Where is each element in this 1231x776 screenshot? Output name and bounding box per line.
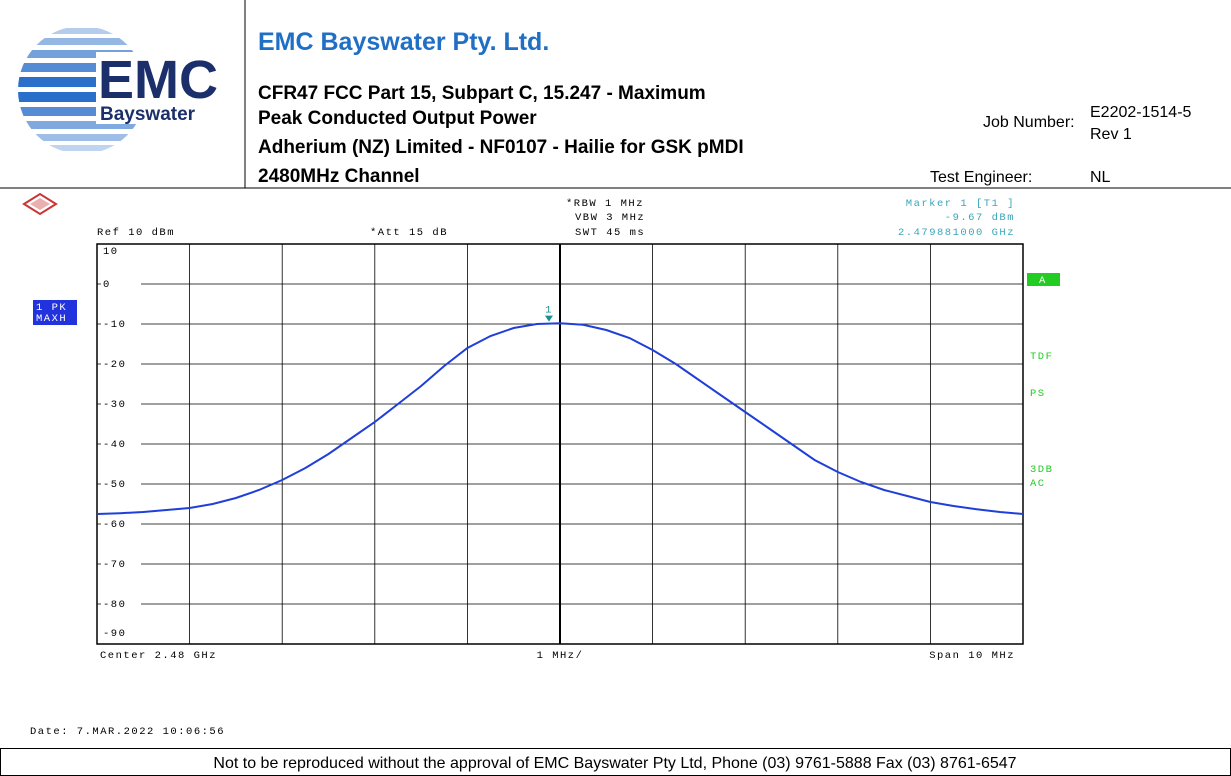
- tick-label-bg: [101, 320, 141, 329]
- tick-label-bg: [101, 560, 141, 569]
- flag-badge: [1027, 273, 1060, 286]
- trace-line: [96, 322, 1024, 515]
- title-line: Peak Conducted Output Power: [258, 108, 537, 129]
- division: 1 MHz/: [537, 650, 584, 662]
- trace-label: 1 PK: [36, 302, 67, 314]
- tick-label-bg: [101, 247, 141, 256]
- tick-label-bg: [101, 520, 141, 529]
- y-tick-label: -60: [103, 519, 126, 531]
- job-number: E2202-1514-5: [1090, 104, 1192, 121]
- y-tick-label: -80: [103, 599, 126, 611]
- rs-logo: [22, 192, 58, 216]
- sweep-time: SWT 45 ms: [575, 227, 645, 239]
- revision: Rev 1: [1090, 126, 1132, 143]
- vbw: VBW 3 MHz: [575, 212, 645, 224]
- engineer: NL: [1090, 169, 1111, 186]
- y-tick-label: -70: [103, 559, 126, 571]
- flag: 3DB: [1030, 464, 1053, 476]
- trace-label: MAXH: [36, 313, 67, 325]
- y-tick-label: -10: [103, 319, 126, 331]
- marker-frequency: 2.479881000 GHz: [898, 227, 1015, 239]
- logo-subtext: Bayswater: [100, 104, 196, 125]
- footer: Not to be reproduced without the approva…: [213, 755, 1016, 772]
- title-line: CFR47 FCC Part 15, Subpart C, 15.247 - M…: [258, 83, 706, 104]
- flag: A: [1039, 275, 1047, 287]
- flag: PS: [1030, 388, 1046, 400]
- tick-label-bg: [101, 440, 141, 449]
- tick-label-bg: [101, 400, 141, 409]
- center-frequency: Center 2.48 GHz: [100, 650, 217, 662]
- title-line: Adherium (NZ) Limited - NF0107 - Hailie …: [258, 137, 744, 158]
- title-line: 2480MHz Channel: [258, 166, 420, 187]
- job-label: Job Number:: [983, 114, 1075, 131]
- tick-label-bg: [101, 600, 141, 609]
- ref-level: Ref 10 dBm: [97, 227, 175, 239]
- attenuation: *Att 15 dB: [370, 227, 448, 239]
- marker-level: -9.67 dBm: [945, 212, 1015, 224]
- logo-text: EMC: [98, 50, 218, 110]
- y-tick-label: -40: [103, 439, 126, 451]
- date: Date: 7.MAR.2022 10:06:56: [30, 726, 225, 738]
- y-tick-label: -50: [103, 479, 126, 491]
- y-tick-label: -20: [103, 359, 126, 371]
- rbw: *RBW 1 MHz: [566, 198, 644, 210]
- tick-label-bg: [101, 360, 141, 369]
- plot: 10 0 -10 -20 -30 -40 -50 -60 -70 -80 -90 1: [96, 244, 1024, 644]
- tick-label-bg: [101, 629, 141, 638]
- tick-label-bg: [101, 280, 141, 289]
- y-tick-label: 10: [103, 246, 119, 258]
- flag: TDF: [1030, 351, 1053, 363]
- y-tick-label: -30: [103, 399, 126, 411]
- company-name: EMC Bayswater Pty. Ltd.: [258, 28, 549, 56]
- y-tick-label: 0: [103, 279, 111, 291]
- marker-label: 1: [545, 305, 553, 317]
- tick-label-bg: [101, 480, 141, 489]
- trace-badge: [33, 300, 77, 325]
- marker: [544, 315, 553, 322]
- marker-title: Marker 1 [T1 ]: [906, 198, 1015, 210]
- logo: EMC Bayswater: [18, 28, 236, 151]
- y-tick-label: -90: [103, 628, 126, 640]
- flag: AC: [1030, 478, 1046, 490]
- span: Span 10 MHz: [929, 650, 1015, 662]
- engineer-label: Test Engineer:: [930, 169, 1032, 186]
